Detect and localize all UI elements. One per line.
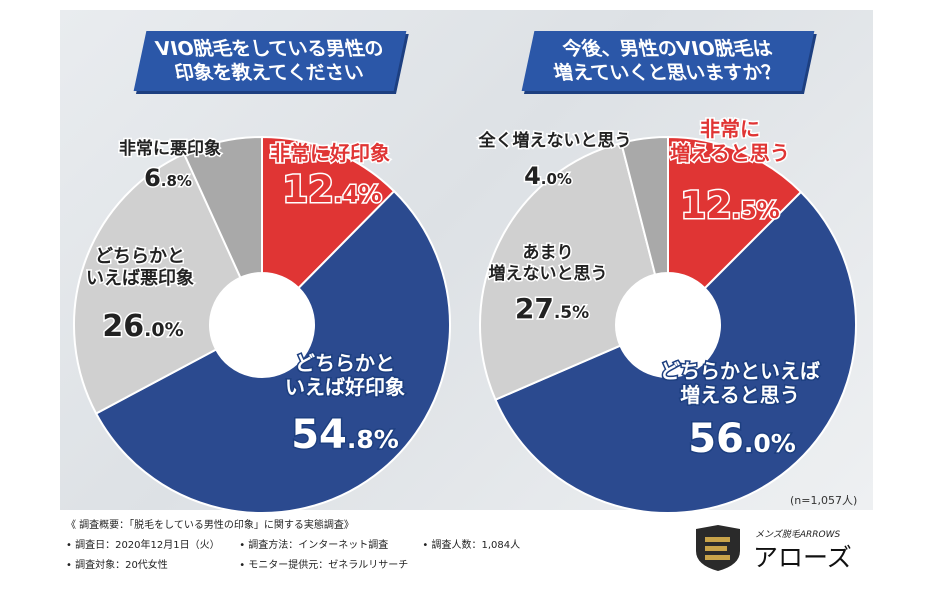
left-slice-0-label-0: 非常に好印象 [270,141,390,165]
right-slice-3-value: 4.0% [524,162,572,190]
survey-method: • 調査方法：インターネット調査 [239,540,389,551]
logo-subtitle: メンズ脱毛ARROWS [755,530,841,540]
survey-footer: 《 調査概要：「脱毛をしている男性の印象」に関する実態調査》 • 調査日：202… [66,516,520,576]
survey-heading: 《 調査概要：「脱毛をしている男性の印象」に関する実態調査》 [66,520,354,531]
left-slice-2-value: 26.0% [102,309,183,344]
right-slice-0-value: 12.5% [680,184,779,227]
sample-size-note: (n=1,057人) [790,494,858,507]
right-slice-0-label-1: 増えると思う [670,141,789,165]
right-slice-2-value: 27.5% [515,292,589,325]
left-slice-2 [73,152,242,415]
right-slice-1-label-1: 増えると思う [680,383,799,407]
right-donut-hole [616,273,720,377]
right-slice-2-label-1: 増えないと思う [489,263,608,284]
right-slice-2-label-0: あまり [523,243,574,263]
right-slice-1-value: 56.0% [688,416,796,462]
left-slice-3-label-0: 非常に悪印象 [119,138,221,159]
left-slice-3-value: 6.8% [144,164,192,192]
left-slice-2-label-0: どちらかと [95,246,185,267]
arrows-logo-icon [696,525,740,571]
survey-target: • 調査対象：20代女性 [66,560,168,571]
left-slice-1-value: 54.8% [291,412,399,458]
survey-count: • 調査人数：1,084人 [422,540,521,551]
survey-date: • 調査日：2020年12月1日（火） [66,540,220,551]
left-slice-1-label-0: どちらかと [295,351,395,375]
left-slice-3 [182,135,263,279]
left-slice-2-label-1: いえば悪印象 [86,267,194,289]
logo-name: アローズ [753,543,852,572]
right-slice-0-label-0: 非常に [700,117,760,141]
right-slice-3-label-0: 全く増えないと思う [478,130,632,151]
left-slice-1-label-1: いえば好印象 [285,375,405,399]
survey-provider: • モニター提供元：ゼネラルリサーチ [239,560,409,571]
left-donut-hole [210,273,314,377]
left-slice-0-value: 12.4% [282,168,381,211]
right-slice-1-label-0: どちらかといえば [660,359,820,383]
